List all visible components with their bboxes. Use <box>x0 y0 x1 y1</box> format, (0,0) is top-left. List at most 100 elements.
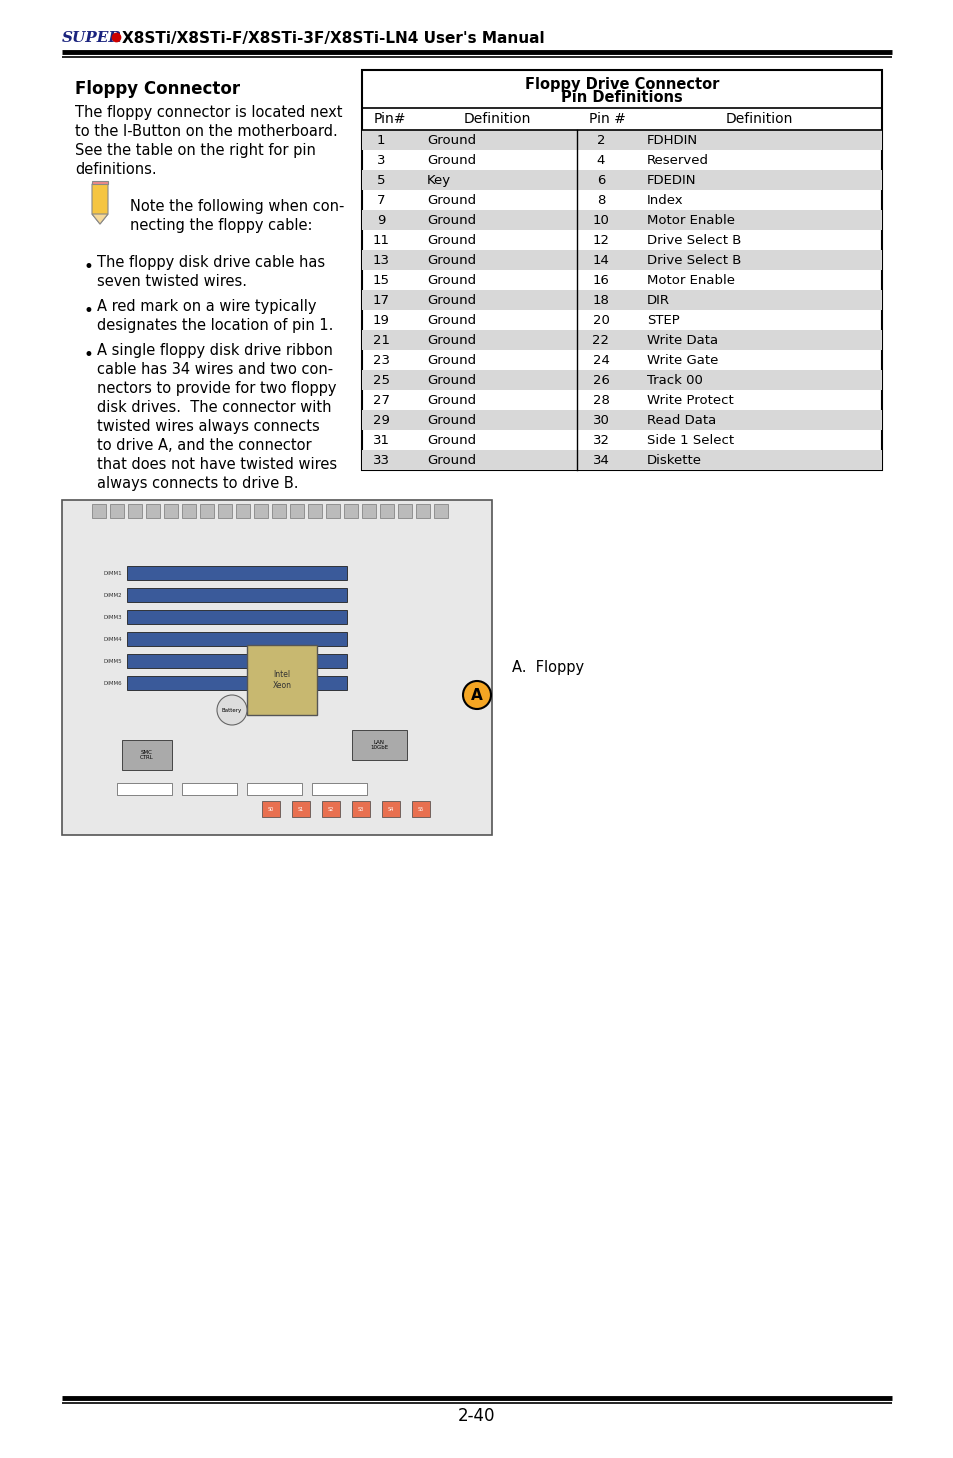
Text: Diskette: Diskette <box>646 453 701 467</box>
Text: S0: S0 <box>268 806 274 812</box>
Polygon shape <box>91 214 108 225</box>
Text: Ground: Ground <box>427 233 476 246</box>
Text: 12: 12 <box>592 233 609 246</box>
Bar <box>127 677 347 690</box>
Bar <box>218 504 232 518</box>
Text: Ground: Ground <box>427 453 476 467</box>
Bar <box>247 783 302 795</box>
Text: 33: 33 <box>373 453 390 467</box>
Text: Drive Select B: Drive Select B <box>646 233 740 246</box>
Text: Write Gate: Write Gate <box>646 353 718 366</box>
Text: 14: 14 <box>592 254 609 267</box>
Bar <box>361 370 882 389</box>
Bar <box>361 330 882 350</box>
Text: FDEDIN: FDEDIN <box>646 174 696 187</box>
Text: Pin Definitions: Pin Definitions <box>560 89 682 105</box>
Bar <box>290 504 304 518</box>
Text: disk drives.  The connector with: disk drives. The connector with <box>97 399 331 416</box>
Text: Ground: Ground <box>427 194 476 207</box>
Bar <box>361 171 882 190</box>
Text: to the I-Button on the motherboard.: to the I-Button on the motherboard. <box>75 124 337 139</box>
Text: 28: 28 <box>592 394 609 407</box>
Bar <box>361 504 375 518</box>
Bar <box>381 800 399 816</box>
Text: Index: Index <box>646 194 683 207</box>
Text: 24: 24 <box>592 353 609 366</box>
Bar <box>182 783 236 795</box>
Text: Ground: Ground <box>427 414 476 427</box>
Text: 19: 19 <box>373 313 389 327</box>
Bar <box>91 504 106 518</box>
Circle shape <box>216 695 247 725</box>
Text: The floppy connector is located next: The floppy connector is located next <box>75 105 342 120</box>
Bar <box>412 800 430 816</box>
Bar <box>326 504 339 518</box>
Text: Pin#: Pin# <box>373 112 405 125</box>
Text: 11: 11 <box>373 233 390 246</box>
Text: Ground: Ground <box>427 134 476 146</box>
Circle shape <box>462 681 491 709</box>
Text: FDHDIN: FDHDIN <box>646 134 698 146</box>
Text: STEP: STEP <box>646 313 679 327</box>
Bar <box>416 504 430 518</box>
Bar <box>200 504 213 518</box>
Bar <box>361 130 882 150</box>
Text: 6: 6 <box>597 174 604 187</box>
Text: DIMM2: DIMM2 <box>103 592 122 598</box>
Text: S5: S5 <box>417 806 424 812</box>
Text: Ground: Ground <box>427 353 476 366</box>
Text: •: • <box>83 302 92 319</box>
Text: Drive Select B: Drive Select B <box>646 254 740 267</box>
Bar <box>235 504 250 518</box>
Text: A single floppy disk drive ribbon: A single floppy disk drive ribbon <box>97 343 333 359</box>
Text: S1: S1 <box>297 806 304 812</box>
Text: nectors to provide for two floppy: nectors to provide for two floppy <box>97 381 336 397</box>
Bar <box>127 655 347 668</box>
Text: DIMM6: DIMM6 <box>103 681 122 685</box>
Text: SUPER: SUPER <box>62 31 122 45</box>
Bar <box>361 451 882 469</box>
Text: that does not have twisted wires: that does not have twisted wires <box>97 456 336 472</box>
Text: LAN
10GbE: LAN 10GbE <box>370 739 388 751</box>
Text: always connects to drive B.: always connects to drive B. <box>97 475 298 491</box>
Bar <box>352 730 407 760</box>
Text: S4: S4 <box>388 806 394 812</box>
Text: 1: 1 <box>376 134 385 146</box>
Text: Ground: Ground <box>427 213 476 226</box>
Text: Definition: Definition <box>725 112 792 125</box>
Text: Pin #: Pin # <box>588 112 625 125</box>
Text: A: A <box>471 688 482 703</box>
Text: 26: 26 <box>592 373 609 386</box>
Text: 30: 30 <box>592 414 609 427</box>
Bar <box>127 588 347 602</box>
Text: DIMM4: DIMM4 <box>103 637 122 642</box>
Text: 7: 7 <box>376 194 385 207</box>
Bar <box>361 410 882 430</box>
Bar <box>292 800 310 816</box>
Polygon shape <box>91 181 108 184</box>
Text: Key: Key <box>427 174 451 187</box>
Bar <box>352 800 370 816</box>
Text: 34: 34 <box>592 453 609 467</box>
Bar <box>361 210 882 230</box>
Text: 27: 27 <box>373 394 390 407</box>
Text: A red mark on a wire typically: A red mark on a wire typically <box>97 299 316 313</box>
Text: Battery: Battery <box>222 707 242 713</box>
Text: DIMM1: DIMM1 <box>103 570 122 576</box>
Bar <box>122 741 172 770</box>
Text: Floppy Connector: Floppy Connector <box>75 80 240 98</box>
Text: Write Data: Write Data <box>646 334 718 347</box>
Text: Track 00: Track 00 <box>646 373 702 386</box>
Text: 17: 17 <box>373 293 390 306</box>
Text: 21: 21 <box>373 334 390 347</box>
Bar <box>117 783 172 795</box>
Text: Read Data: Read Data <box>646 414 716 427</box>
Bar <box>361 70 882 469</box>
Text: necting the floppy cable:: necting the floppy cable: <box>130 219 313 233</box>
Bar <box>110 504 124 518</box>
Bar <box>272 504 286 518</box>
Text: Ground: Ground <box>427 433 476 446</box>
Text: 10: 10 <box>592 213 609 226</box>
Text: to drive A, and the connector: to drive A, and the connector <box>97 437 312 453</box>
Text: 8: 8 <box>597 194 604 207</box>
